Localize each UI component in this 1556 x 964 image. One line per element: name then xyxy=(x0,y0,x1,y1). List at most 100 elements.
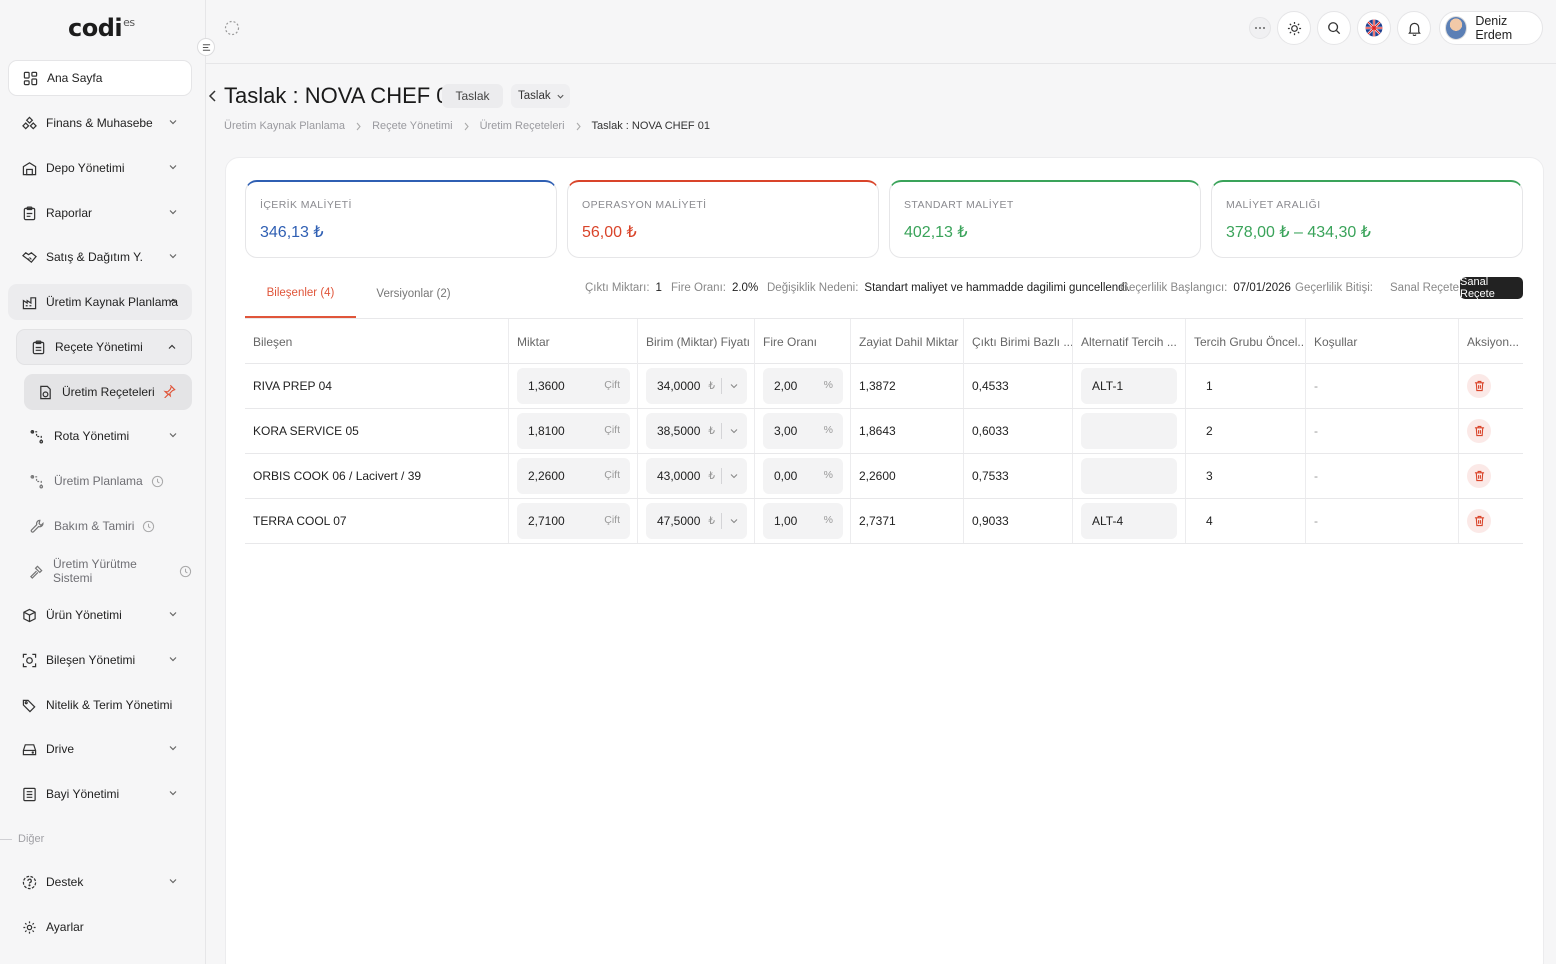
scrap-rate-input[interactable]: 2,00% xyxy=(763,368,843,404)
col-header-quantity[interactable]: Miktar xyxy=(509,319,638,364)
app-logo[interactable]: codies xyxy=(68,14,135,42)
hammer-icon xyxy=(29,563,44,579)
delete-button[interactable] xyxy=(1467,419,1491,443)
sidebar-item-support[interactable]: Destek xyxy=(8,864,192,900)
sidebar-item-label: Destek xyxy=(46,875,84,889)
cell-qty-with-scrap: 2,7371 xyxy=(851,499,964,543)
language-button[interactable] xyxy=(1357,11,1391,45)
price-input[interactable]: 47,5000 ₺ xyxy=(646,503,747,539)
alternative-input[interactable]: ALT-4 xyxy=(1081,503,1177,539)
sidebar-item-route-management[interactable]: Rota Yönetimi xyxy=(16,418,192,454)
breadcrumb-item[interactable]: Üretim Reçeteleri xyxy=(479,120,565,132)
cost-card-ingredient: İÇERİK MALİYETİ 346,13 ₺ xyxy=(245,180,557,258)
quantity-input[interactable]: 2,2600 Çift xyxy=(517,458,630,494)
breadcrumb-item[interactable]: Üretim Kaynak Planlama xyxy=(224,120,346,132)
cell-conditions: - xyxy=(1306,409,1459,453)
sidebar-item-settings[interactable]: Ayarlar xyxy=(8,909,192,945)
status-select-value: Taslak xyxy=(518,90,551,102)
sidebar-item-dealers[interactable]: Bayi Yönetimi xyxy=(8,776,192,812)
breadcrumb-item[interactable]: Reçete Yönetimi xyxy=(372,120,453,132)
sidebar-item-erp[interactable]: Üretim Kaynak Planlama xyxy=(8,284,192,320)
chevron-down-icon xyxy=(168,207,178,217)
sidebar-item-attributes[interactable]: Nitelik & Terim Yönetimi xyxy=(8,687,192,723)
delete-button[interactable] xyxy=(1467,374,1491,398)
component-icon xyxy=(21,652,37,668)
search-button[interactable] xyxy=(1317,11,1351,45)
meta-valid-to: Geçerlilik Bitişi: xyxy=(1295,282,1373,294)
delete-button[interactable] xyxy=(1467,464,1491,488)
sidebar-item-finance[interactable]: Finans & Muhasebe xyxy=(8,105,192,141)
chevron-down-icon xyxy=(168,162,178,172)
tab-components[interactable]: Bileşenler (4) xyxy=(245,270,356,318)
alternative-input[interactable] xyxy=(1081,458,1177,494)
virtual-recipe-button[interactable]: Sanal Reçete xyxy=(1460,276,1523,300)
cell-alternative: ALT-1 xyxy=(1073,364,1186,408)
alternative-input[interactable] xyxy=(1081,413,1177,449)
sidebar-item-warehouse[interactable]: Depo Yönetimi xyxy=(8,150,192,186)
sidebar-item-label: Satış & Dağıtım Y. xyxy=(46,250,143,264)
quantity-input[interactable]: 1,3600 Çift xyxy=(517,368,630,404)
pin-icon[interactable] xyxy=(162,384,176,398)
scrap-rate-input[interactable]: 3,00% xyxy=(763,413,843,449)
loader-icon[interactable] xyxy=(224,20,240,36)
card-value: 346,13 ₺ xyxy=(260,224,324,241)
factory-icon xyxy=(21,294,37,310)
col-header-per-output[interactable]: Çıktı Birimi Bazlı ... xyxy=(964,319,1073,364)
status-select[interactable]: Taslak xyxy=(511,84,570,108)
col-header-alternative[interactable]: Alternatif Tercih ... xyxy=(1073,319,1186,364)
sidebar-item-production-recipes[interactable]: Üretim Reçeteleri xyxy=(24,374,192,410)
card-value: 378,00 ₺ – 434,30 ₺ xyxy=(1226,224,1371,241)
chevron-down-icon[interactable] xyxy=(729,516,739,526)
more-button[interactable] xyxy=(1249,17,1271,39)
cell-qty-with-scrap: 1,8643 xyxy=(851,409,964,453)
scrap-rate-input[interactable]: 1,00% xyxy=(763,503,843,539)
col-header-component[interactable]: Bileşen xyxy=(245,319,509,364)
user-menu[interactable]: Deniz Erdem xyxy=(1439,11,1543,45)
sidebar-item-sales[interactable]: Satış & Dağıtım Y. xyxy=(8,239,192,275)
tab-divider xyxy=(245,318,1523,319)
sidebar-item-label: Raporlar xyxy=(46,206,93,220)
sidebar-item-reports[interactable]: Raporlar xyxy=(8,195,192,231)
price-input[interactable]: 38,5000 ₺ xyxy=(646,413,747,449)
chevron-down-icon[interactable] xyxy=(729,381,739,391)
alternative-input[interactable]: ALT-1 xyxy=(1081,368,1177,404)
support-icon xyxy=(21,874,37,890)
back-arrow-icon[interactable] xyxy=(208,89,218,103)
cell-actions xyxy=(1459,409,1523,453)
sidebar-item-maintenance[interactable]: Bakım & Tamiri xyxy=(16,508,192,544)
drive-icon xyxy=(21,741,37,757)
col-header-priority[interactable]: Tercih Grubu Öncel... xyxy=(1186,319,1306,364)
sidebar-item-production-planning[interactable]: Üretim Planlama xyxy=(16,463,192,499)
theme-toggle-button[interactable] xyxy=(1277,11,1311,45)
chevron-down-icon[interactable] xyxy=(729,471,739,481)
sidebar-item-mes[interactable]: Üretim Yürütme Sistemi xyxy=(16,553,192,589)
route-icon xyxy=(29,428,45,444)
quantity-input[interactable]: 2,7100 Çift xyxy=(517,503,630,539)
price-input[interactable]: 43,0000 ₺ xyxy=(646,458,747,494)
chevron-down-icon xyxy=(168,876,178,886)
flag-icon xyxy=(1365,19,1383,37)
sidebar-item-drive[interactable]: Drive xyxy=(8,731,192,767)
cell-quantity: 1,3600 Çift xyxy=(509,364,638,408)
sidebar-collapse-button[interactable] xyxy=(197,38,215,56)
delete-button[interactable] xyxy=(1467,509,1491,533)
col-header-actions[interactable]: Aksiyon... xyxy=(1467,334,1520,349)
tab-versions[interactable]: Versiyonlar (2) xyxy=(376,288,451,300)
col-header-scrap-rate[interactable]: Fire Oranı xyxy=(755,319,851,364)
sidebar-item-home[interactable]: Ana Sayfa xyxy=(8,60,192,96)
cell-unit-price: 34,0000 ₺ xyxy=(638,364,755,408)
col-header-unit-price[interactable]: Birim (Miktar) Fiyatı xyxy=(638,319,755,364)
trash-icon xyxy=(1474,515,1484,527)
price-input[interactable]: 34,0000 ₺ xyxy=(646,368,747,404)
sidebar-item-products[interactable]: Ürün Yönetimi xyxy=(8,597,192,633)
quantity-input[interactable]: 1,8100 Çift xyxy=(517,413,630,449)
notifications-button[interactable] xyxy=(1397,11,1431,45)
chevron-down-icon[interactable] xyxy=(729,426,739,436)
cell-priority: 1 xyxy=(1186,364,1306,408)
sidebar-item-label: Drive xyxy=(46,742,75,756)
scrap-rate-input[interactable]: 0,00% xyxy=(763,458,843,494)
col-header-conditions[interactable]: Koşullar xyxy=(1306,319,1459,364)
col-header-qty-with-scrap[interactable]: Zayiat Dahil Miktar xyxy=(851,319,964,364)
sidebar-item-components[interactable]: Bileşen Yönetimi xyxy=(8,642,192,678)
sidebar-item-recipe-management[interactable]: Reçete Yönetimi xyxy=(16,329,192,365)
